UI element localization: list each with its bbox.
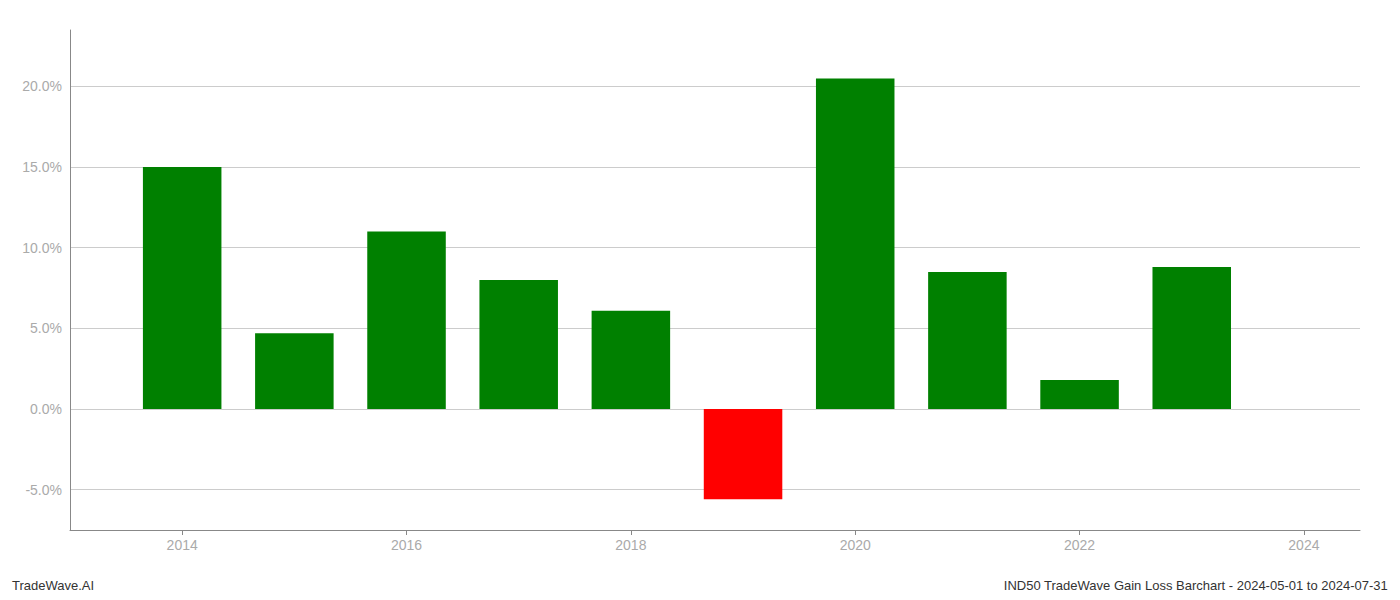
svg-text:2014: 2014 (167, 537, 198, 553)
svg-text:2020: 2020 (840, 537, 871, 553)
svg-text:TradeWave.AI: TradeWave.AI (12, 578, 94, 593)
svg-text:-5.0%: -5.0% (25, 482, 62, 498)
svg-text:10.0%: 10.0% (22, 240, 62, 256)
svg-text:15.0%: 15.0% (22, 159, 62, 175)
svg-text:IND50 TradeWave Gain Loss Barc: IND50 TradeWave Gain Loss Barchart - 202… (1004, 578, 1388, 593)
svg-text:2022: 2022 (1064, 537, 1095, 553)
svg-text:2016: 2016 (391, 537, 422, 553)
svg-text:0.0%: 0.0% (30, 401, 62, 417)
svg-text:2018: 2018 (615, 537, 646, 553)
svg-text:2024: 2024 (1288, 537, 1319, 553)
svg-text:20.0%: 20.0% (22, 78, 62, 94)
svg-text:5.0%: 5.0% (30, 320, 62, 336)
